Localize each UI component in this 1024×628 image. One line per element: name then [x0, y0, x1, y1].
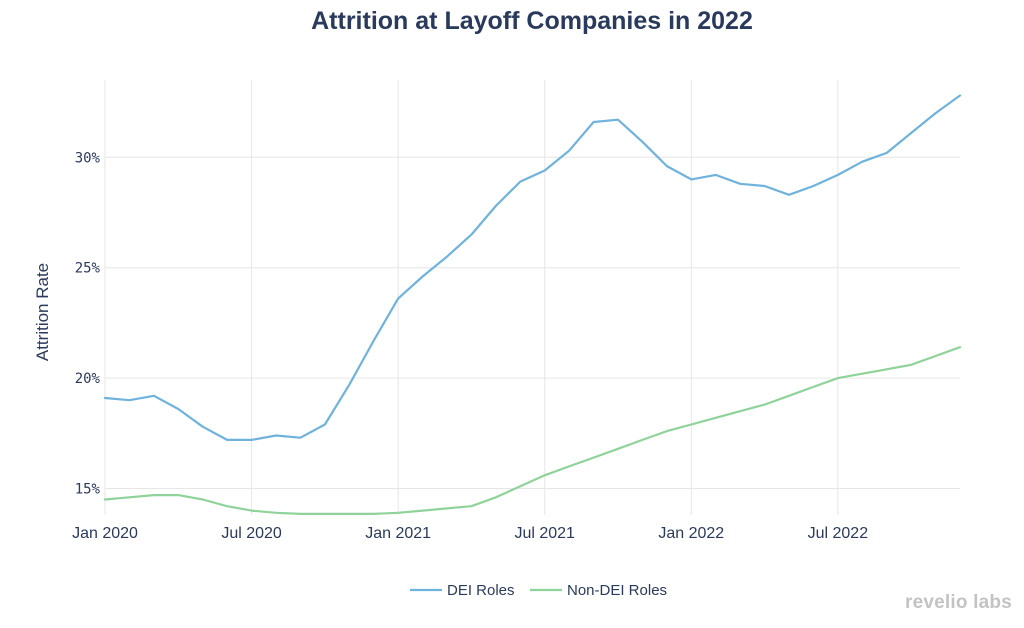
- legend-item-non-dei[interactable]: Non-DEI Roles: [530, 582, 667, 599]
- x-tick-label: Jan 2022: [658, 525, 724, 542]
- x-tick-label: Jul 2021: [514, 525, 575, 542]
- chart-title: Attrition at Layoff Companies in 2022: [311, 7, 753, 35]
- series-line-dei: [103, 94, 962, 441]
- y-axis-label: Attrition Rate: [33, 263, 52, 361]
- series-line-non-dei: [103, 346, 962, 516]
- series-lines: [103, 94, 962, 516]
- y-tick-label: 20%: [75, 371, 101, 387]
- gridlines: [104, 80, 960, 515]
- legend-label: Non-DEI Roles: [567, 582, 667, 599]
- x-axis-ticks: Jan 2020 Jul 2020 Jan 2021 Jul 2021 Jan 2022…: [72, 525, 868, 542]
- legend-item-dei[interactable]: DEI Roles: [410, 582, 515, 599]
- x-tick-label: Jul 2020: [221, 525, 282, 542]
- y-tick-label: 25%: [75, 261, 101, 277]
- brand-logo: revelio labs: [905, 592, 1012, 613]
- y-tick-label: 15%: [75, 482, 101, 498]
- y-tick-label: 30%: [75, 150, 101, 166]
- y-axis-ticks: 15% 20% 25% 30%: [75, 150, 101, 497]
- legend-label: DEI Roles: [447, 582, 515, 599]
- x-tick-label: Jan 2020: [72, 525, 138, 542]
- x-tick-label: Jan 2021: [365, 525, 431, 542]
- x-tick-label: Jul 2022: [808, 525, 869, 542]
- legend[interactable]: DEI Roles Non-DEI Roles: [410, 582, 667, 599]
